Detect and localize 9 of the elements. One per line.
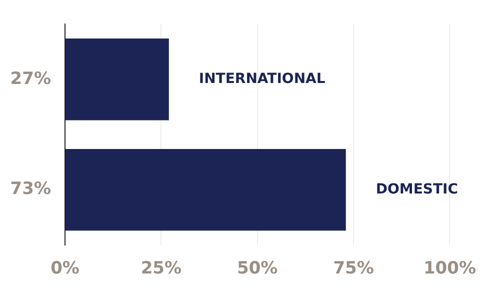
x-tick-label: 0% xyxy=(50,258,80,279)
x-tick-label: 50% xyxy=(237,258,278,279)
x-tick-label: 25% xyxy=(140,258,182,279)
x-tick-label: 100% xyxy=(423,258,476,279)
x-tick-label: 75% xyxy=(333,258,374,279)
data-label: 73% xyxy=(10,179,51,200)
y-tick-label: DOMESTIC xyxy=(376,181,458,198)
data-label: 27% xyxy=(10,68,51,89)
y-tick-label: INTERNATIONAL xyxy=(198,71,326,88)
